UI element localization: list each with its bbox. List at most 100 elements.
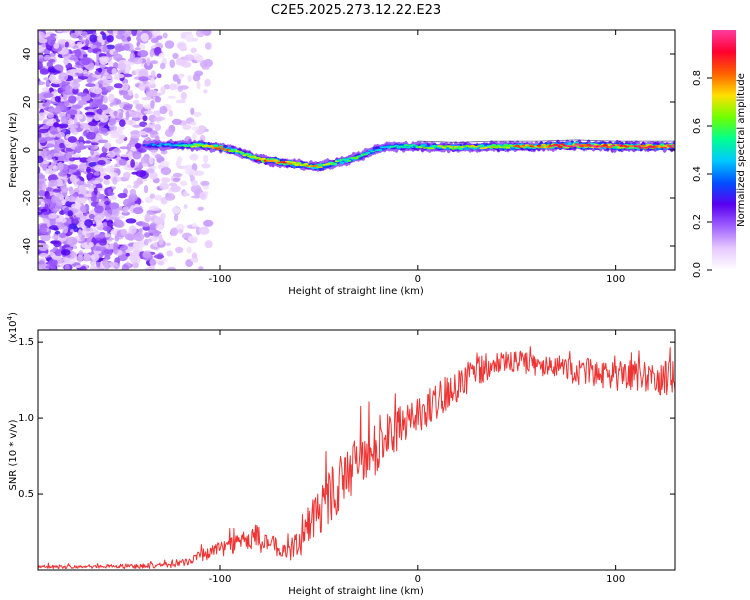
spectrogram-noise-blob — [109, 102, 114, 107]
spectrogram-noise-blob — [72, 172, 81, 176]
spectrogram-noise-blob — [70, 32, 79, 39]
spectrogram-noise-blob — [204, 128, 209, 132]
spectrogram-noise-blob — [48, 58, 56, 63]
spectrogram-noise-blob — [47, 165, 55, 170]
spectrogram-noise-blob — [52, 165, 58, 173]
spectrogram-noise-blob — [184, 168, 196, 176]
spectrogram-noise-blob — [45, 120, 55, 127]
spectrogram-noise-blob — [150, 37, 159, 44]
spectrogram-noise-blob — [108, 118, 117, 126]
spectrogram-noise-blob — [134, 47, 141, 51]
spectrogram-noise-blob — [152, 229, 160, 237]
spectrogram-noise-blob — [120, 153, 130, 158]
spectrogram-noise-blob — [42, 124, 50, 130]
spectrogram-noise-blob — [55, 201, 63, 206]
spectrogram-noise-blob — [204, 78, 211, 87]
spectrogram-noise-blob — [57, 221, 65, 230]
snr-y-tick-label: 1.5 — [18, 337, 34, 348]
spectrogram-noise-blob — [144, 86, 151, 93]
spectrogram-signal-cell — [346, 159, 352, 162]
spectrogram-noise-blob — [174, 213, 179, 222]
spectrogram-noise-blob — [84, 219, 93, 228]
colorbar-tick-label: 0.2 — [692, 214, 703, 230]
spectrogram-noise-blob — [51, 235, 59, 240]
spectrogram-signal-cell — [541, 143, 546, 146]
spectrogram-noise-blob — [51, 255, 62, 260]
spectrogram-noise-blob — [123, 171, 131, 180]
spectrogram-noise-blob — [172, 177, 181, 182]
spectrogram-noise-blob — [150, 70, 156, 79]
spectrogram-noise-blob — [48, 258, 58, 267]
spectrogram-noise-blob — [101, 91, 108, 96]
spectrogram-noise-blob — [101, 109, 111, 115]
spectrogram-signal-cell — [560, 143, 565, 146]
spectrogram-noise-blob — [54, 230, 61, 235]
figure-title: C2E5.2025.273.12.22.E23 — [271, 3, 441, 18]
spectrogram-signal-cell — [500, 146, 506, 149]
spectrogram-noise-blob — [113, 53, 123, 61]
spectrogram-signal-cell — [503, 145, 509, 148]
spectrogram-noise-blob — [114, 163, 119, 168]
spectrogram-signal-cell — [439, 145, 444, 148]
spectrogram-noise-blob — [129, 188, 137, 196]
spectrogram-noise-blob — [41, 182, 47, 191]
spectrogram-noise-blob — [86, 77, 97, 82]
spectrogram-noise-blob — [172, 74, 179, 82]
spectrogram-noise-blob — [112, 246, 119, 255]
spectrogram-noise-blob — [93, 164, 103, 172]
spectrogram-noise-blob — [149, 258, 157, 266]
spectrogram-noise-blob — [191, 126, 200, 131]
spectrogram-signal-cell — [451, 147, 456, 150]
spectrogram-noise-blob — [153, 110, 162, 116]
spectrogram-noise-blob — [90, 142, 99, 146]
colorbar-gradient — [712, 30, 736, 270]
spectrogram-noise-blob — [138, 76, 149, 82]
spectrogram-noise-blob — [100, 31, 105, 35]
spectrogram-noise-blob — [38, 180, 44, 184]
spectrogram-noise-blob — [103, 142, 112, 149]
spectrogram-noise-blob — [38, 166, 41, 175]
spectrogram-noise-blob — [94, 205, 104, 214]
snr-x-axis-label: Height of straight line (km) — [288, 586, 424, 597]
spectrogram-noise-blob — [169, 59, 176, 68]
spectrogram-noise-blob — [162, 32, 168, 39]
spectrogram-noise-blob — [75, 197, 87, 204]
spectrogram-noise-blob — [123, 31, 131, 38]
spectrogram-signal-cell — [448, 146, 454, 148]
spectrogram-signal-cell — [339, 161, 345, 165]
spectrogram-noise-blob — [153, 254, 165, 259]
spectrogram-noise-blob — [130, 159, 136, 168]
spectrogram-noise-blob — [80, 122, 91, 130]
spectrogram-noise-blob — [38, 211, 43, 215]
spectrogram-noise-blob — [51, 79, 62, 85]
spectrogram-noise-blob — [130, 255, 138, 264]
spectrogram-noise-blob — [100, 172, 108, 176]
spectrogram-noise-blob — [61, 128, 67, 133]
spectrogram-noise-blob — [135, 103, 144, 111]
spectrogram-noise-blob — [47, 65, 55, 73]
spectrogram-signal-cell — [292, 161, 297, 164]
spectrogram-noise-blob — [114, 43, 124, 52]
spectrogram-x-ticks: -100 0 100 — [209, 30, 625, 285]
spectrogram-noise-blob — [112, 244, 120, 248]
spectrogram-noise-blob — [124, 233, 135, 241]
spectrogram-signal-cell — [662, 146, 668, 149]
spectrogram-noise-blob — [150, 130, 158, 135]
spectrogram-noise-blob — [203, 154, 209, 164]
spectrogram-noise-blob — [112, 176, 118, 185]
spectrogram-y-tick-label: -40 — [22, 238, 33, 254]
spectrogram-noise-blob — [47, 112, 54, 119]
spectrogram-noise-blob — [104, 200, 111, 206]
spectrogram-noise-blob — [159, 182, 170, 190]
spectrogram-noise-blob — [90, 146, 95, 156]
spectrogram-noise-blob — [44, 54, 51, 61]
spectrogram-noise-blob — [102, 225, 112, 232]
spectrogram-signal-cell — [365, 151, 371, 154]
spectrogram-noise-blob — [46, 154, 52, 161]
spectrogram-noise-blob — [121, 264, 129, 270]
spectrogram-noise-blob — [102, 221, 108, 228]
spectrogram-noise-blob — [119, 146, 129, 150]
spectrogram-noise-blob — [83, 253, 91, 262]
spectrogram-signal-cell — [294, 163, 300, 166]
